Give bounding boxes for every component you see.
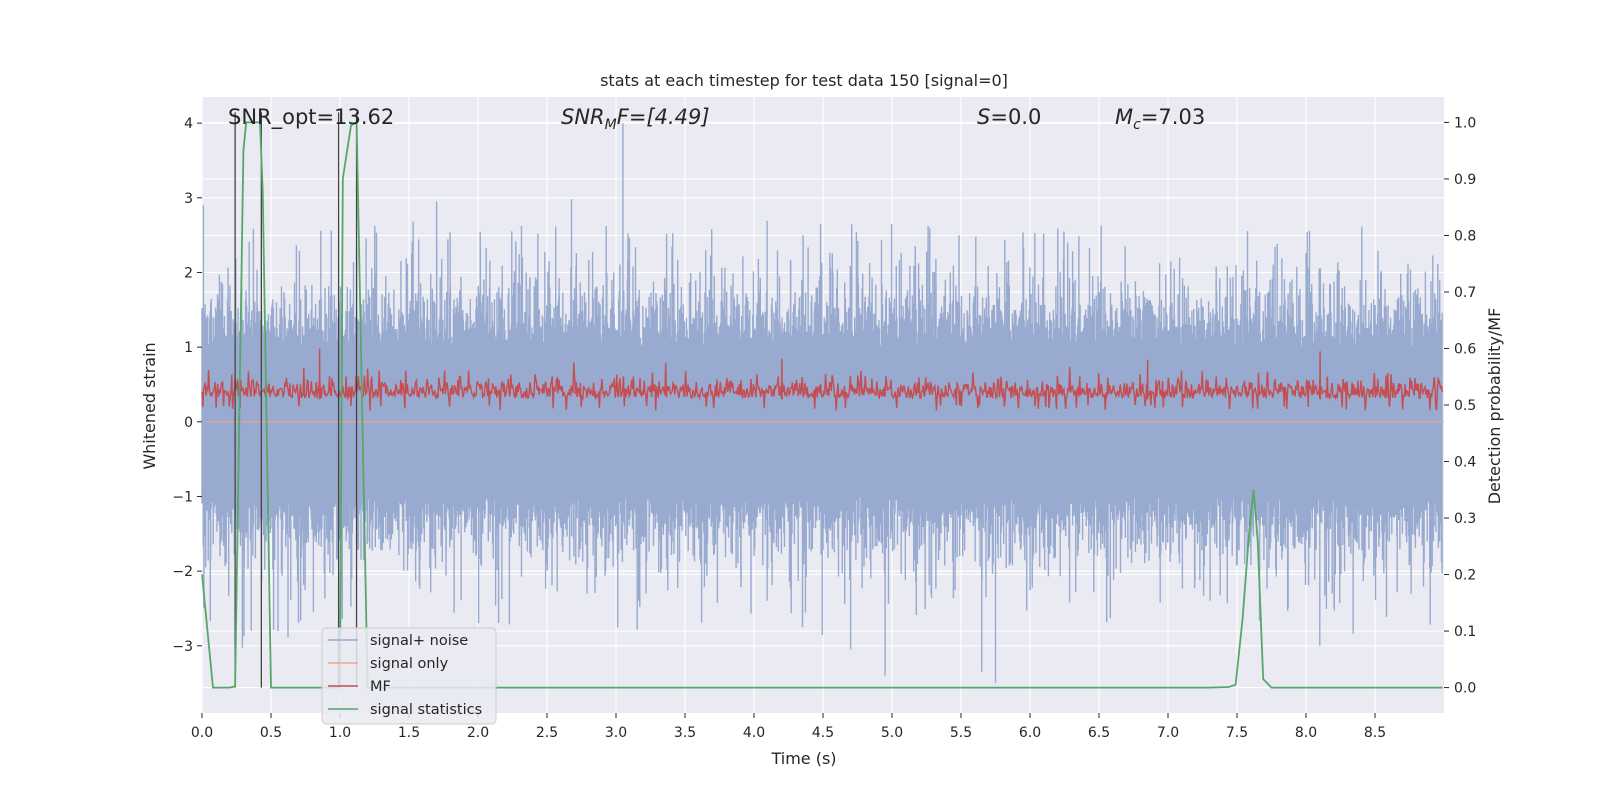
legend-label-signal-statistics: signal statistics [370, 702, 482, 718]
legend-box [321, 627, 497, 725]
x-tick-label: 0.0 [191, 725, 213, 741]
left-y-tick-label: 0 [184, 415, 193, 431]
snr-mf-annotation: SNRMF=[4.49] [561, 105, 710, 133]
noise-spikes [202, 123, 1432, 684]
x-tick-label: 3.5 [674, 725, 696, 741]
right-y-tick-label: 0.9 [1454, 172, 1476, 188]
x-axis-label: Time (s) [770, 749, 836, 768]
right-y-tick-label: 0.7 [1454, 285, 1476, 301]
mc-annotation: Mc=7.03 [1115, 105, 1205, 133]
x-tick-label: 1.5 [398, 725, 420, 741]
left-y-tick-label: 3 [184, 191, 193, 207]
x-tick-label: 6.0 [1019, 725, 1041, 741]
left-y-tick-label: 2 [184, 265, 193, 281]
left-y-tick-label: 1 [184, 340, 193, 356]
right-y-tick-label: 0.3 [1454, 511, 1476, 527]
x-tick-label: 2.0 [467, 725, 489, 741]
s-value: =0.0 [990, 105, 1041, 129]
mc-symbol: M [1115, 105, 1133, 129]
snr-mf-subscript: M [605, 117, 617, 133]
left-y-tick-label: −3 [172, 639, 193, 655]
legend-label-signal-only: signal only [370, 656, 449, 672]
x-tick-label: 4.0 [743, 725, 765, 741]
right-y-tick-label: 1.0 [1454, 115, 1476, 131]
s-annotation: S=0.0 [977, 105, 1041, 129]
chart-title: stats at each timestep for test data 150… [600, 71, 1008, 90]
series-mf [201, 348, 1443, 411]
right-y-tick-label: 0.1 [1454, 624, 1476, 640]
plot-area [201, 97, 1444, 713]
left-y-axis-label: Whitened strain [140, 342, 159, 469]
x-tick-label: 1.0 [329, 725, 351, 741]
snr-mf-value: F=[4.49] [617, 105, 710, 129]
x-tick-label: 7.0 [1157, 725, 1179, 741]
right-y-tick-label: 0.8 [1454, 228, 1476, 244]
left-y-axis-ticks: 4 3 2 1 0 −1 −2 −3 [172, 116, 202, 655]
x-tick-label: 0.5 [260, 725, 282, 741]
snr-mf-symbol: SNR [561, 105, 605, 129]
right-y-tick-label: 0.4 [1454, 455, 1476, 471]
legend-label-signal-noise: signal+ noise [370, 633, 468, 649]
snr-opt-annotation: SNR_opt=13.62 [228, 105, 394, 130]
x-tick-label: 5.5 [950, 725, 972, 741]
x-tick-label: 5.0 [881, 725, 903, 741]
legend: signal+ noise signal only MF signal stat… [321, 627, 497, 725]
right-y-axis-label: Detection probability/MF [1485, 308, 1504, 505]
right-y-tick-label: 0.6 [1454, 341, 1476, 357]
right-y-axis-ticks: 1.0 0.9 0.8 0.7 0.6 0.5 0.4 0.3 0.2 0.1 0.0 [1444, 115, 1476, 697]
x-axis-ticks: 0.0 0.5 1.0 1.5 2.0 2.5 3.0 3.5 4.0 4.5 5.0 5.5 6.0 6… [191, 713, 1386, 741]
event-markers [234, 112, 358, 688]
x-tick-label: 3.0 [605, 725, 627, 741]
right-y-tick-label: 0.0 [1454, 681, 1476, 697]
s-symbol: S [977, 105, 990, 129]
x-tick-label: 4.5 [812, 725, 834, 741]
left-y-tick-label: −2 [172, 564, 193, 580]
x-tick-label: 8.0 [1295, 725, 1317, 741]
right-y-tick-label: 0.2 [1454, 568, 1476, 584]
x-tick-label: 2.5 [536, 725, 558, 741]
series-signal-noise [201, 123, 1443, 684]
left-y-tick-label: −1 [172, 489, 193, 505]
legend-label-mf: MF [370, 679, 391, 695]
right-y-tick-label: 0.5 [1454, 398, 1476, 414]
x-tick-label: 8.5 [1364, 725, 1386, 741]
mc-value: =7.03 [1141, 105, 1205, 129]
x-tick-label: 6.5 [1088, 725, 1110, 741]
x-tick-label: 7.5 [1226, 725, 1248, 741]
left-y-tick-label: 4 [184, 116, 193, 132]
mc-subscript: c [1133, 117, 1141, 133]
